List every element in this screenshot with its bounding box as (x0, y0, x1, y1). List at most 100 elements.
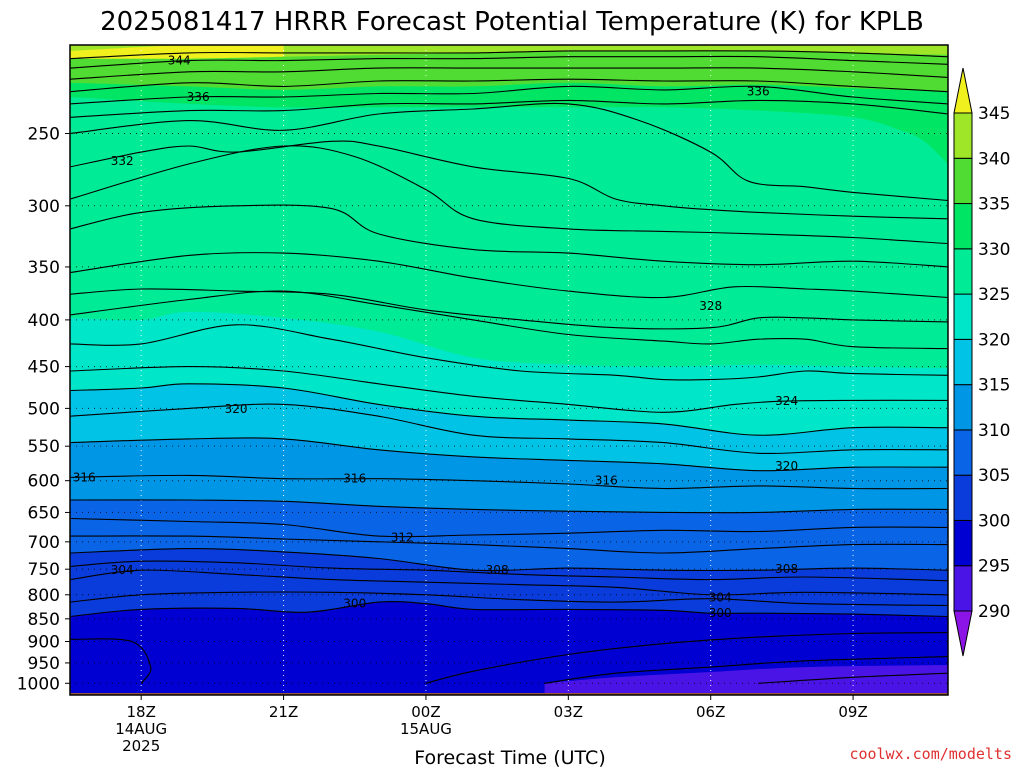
contour-label: 332 (111, 154, 134, 168)
contour-346 (70, 78, 948, 93)
contour-302 (70, 591, 948, 607)
colorbar-swatch (953, 203, 973, 250)
y-axis: 2503003504004505005506006507007508008509… (17, 124, 70, 694)
y-tick-label: 250 (28, 124, 60, 144)
contour-318 (70, 437, 948, 472)
colorbar-label: 320 (978, 330, 1010, 350)
colorbar-high-arrow (953, 67, 973, 114)
colorbar: 290 295 300 305 310 315 320 325 330 335 340 345 (953, 67, 1010, 657)
contour-344 (70, 85, 948, 105)
contour-label: 316 (595, 474, 618, 488)
colorbar-label: 295 (978, 557, 1010, 577)
x-tick-label: 06Z (696, 703, 725, 721)
contour-label: 344 (168, 54, 191, 68)
credit-text: coolwx.com/modelts (849, 745, 1012, 763)
contour-lines (70, 50, 948, 684)
y-tick-label: 450 (28, 358, 60, 378)
x-tick-label: 03Z (554, 703, 583, 721)
band-11 (544, 665, 948, 695)
contour-332 (70, 252, 948, 299)
y-tick-label: 300 (28, 197, 60, 217)
x-tick-label: 18Z (127, 703, 156, 721)
colorbar-low-arrow (953, 610, 973, 657)
colorbar-swatch (953, 157, 973, 205)
contour-322 (70, 383, 948, 436)
y-tick-label: 1000 (17, 674, 60, 694)
x-axis-label: Forecast Time (UTC) (414, 747, 605, 768)
contour-308 (70, 548, 948, 572)
contour-310 (70, 535, 948, 554)
colorbar-swatch (953, 519, 973, 567)
ground-layer (70, 693, 948, 695)
colorbar-label: 335 (978, 195, 1010, 215)
contour-298 (425, 632, 948, 684)
contour-350 (70, 55, 948, 69)
contour-312 (70, 517, 948, 538)
contour-348 (70, 67, 948, 80)
x-tick-label: 09Z (838, 703, 867, 721)
contour-label: 328 (699, 299, 722, 313)
colorbar-label: 300 (978, 511, 1010, 531)
colorbar-swatch (953, 338, 973, 386)
colorbar-label: 315 (978, 376, 1010, 396)
y-tick-label: 600 (28, 472, 60, 492)
y-tick-label: 700 (28, 533, 60, 553)
colorbar-label: 345 (978, 104, 1010, 124)
contour-294 (758, 672, 948, 684)
contour-326 (70, 324, 948, 381)
ground-surface (70, 693, 948, 695)
x-tick-label: 21Z (269, 703, 298, 721)
y-tick-label: 800 (28, 586, 60, 606)
y-tick-label: 400 (28, 311, 60, 331)
y-tick-label: 750 (28, 560, 60, 580)
contour-304 (70, 569, 948, 596)
colorbar-label: 310 (978, 421, 1010, 441)
x-tick-sublabel-date: 14AUG (115, 720, 167, 738)
contour-label: 308 (775, 562, 798, 576)
contour-334 (70, 204, 948, 268)
x-tick-label: 00Z (411, 703, 440, 721)
colorbar-label: 305 (978, 466, 1010, 486)
colorbar-swatch (953, 112, 973, 159)
contour-label: 316 (73, 470, 96, 484)
contour-336 (70, 145, 948, 245)
contour-300 (70, 601, 948, 618)
y-tick-label: 950 (28, 654, 60, 674)
colorbar-label: 325 (978, 285, 1010, 305)
colorbar-swatch (953, 384, 973, 431)
contour-label: 316 (343, 472, 366, 486)
y-tick-label: 650 (28, 503, 60, 523)
y-tick-label: 900 (28, 632, 60, 652)
y-tick-label: 550 (28, 437, 60, 457)
contour-label: 300 (709, 606, 732, 620)
plot-area: 344 336 336 332 328 324 320 320 316 316 316 312 308 3… (69, 44, 949, 696)
contour-label: 300 (343, 597, 366, 611)
y-tick-label: 500 (28, 399, 60, 419)
contour-338 (70, 140, 948, 220)
contour-316 (70, 474, 948, 490)
chart-title: 2025081417 HRRR Forecast Potential Tempe… (100, 7, 924, 37)
colorbar-label: 330 (978, 240, 1010, 260)
x-tick-sublabel-year: 2025 (122, 737, 160, 755)
colorbar-label: 290 (978, 602, 1010, 622)
contour-314 (70, 499, 948, 514)
contour-296 (544, 656, 948, 684)
contour-label: 336 (187, 90, 210, 104)
contour-label: 336 (747, 85, 770, 99)
contour-label: 304 (709, 590, 732, 604)
contour-298 (70, 638, 152, 684)
contour-340 (70, 102, 948, 202)
colorbar-swatch (953, 565, 973, 612)
contour-306 (70, 560, 948, 582)
contour-324 (70, 366, 948, 413)
colorbar-swatch (953, 474, 973, 521)
colorbar-swatch (953, 429, 973, 476)
colorbar-swatch (953, 248, 973, 295)
contour-342 (70, 99, 948, 118)
contour-label: 320 (775, 459, 798, 473)
grid-lines (70, 45, 948, 695)
contour-330 (70, 288, 948, 330)
contour-label: 304 (111, 563, 134, 577)
